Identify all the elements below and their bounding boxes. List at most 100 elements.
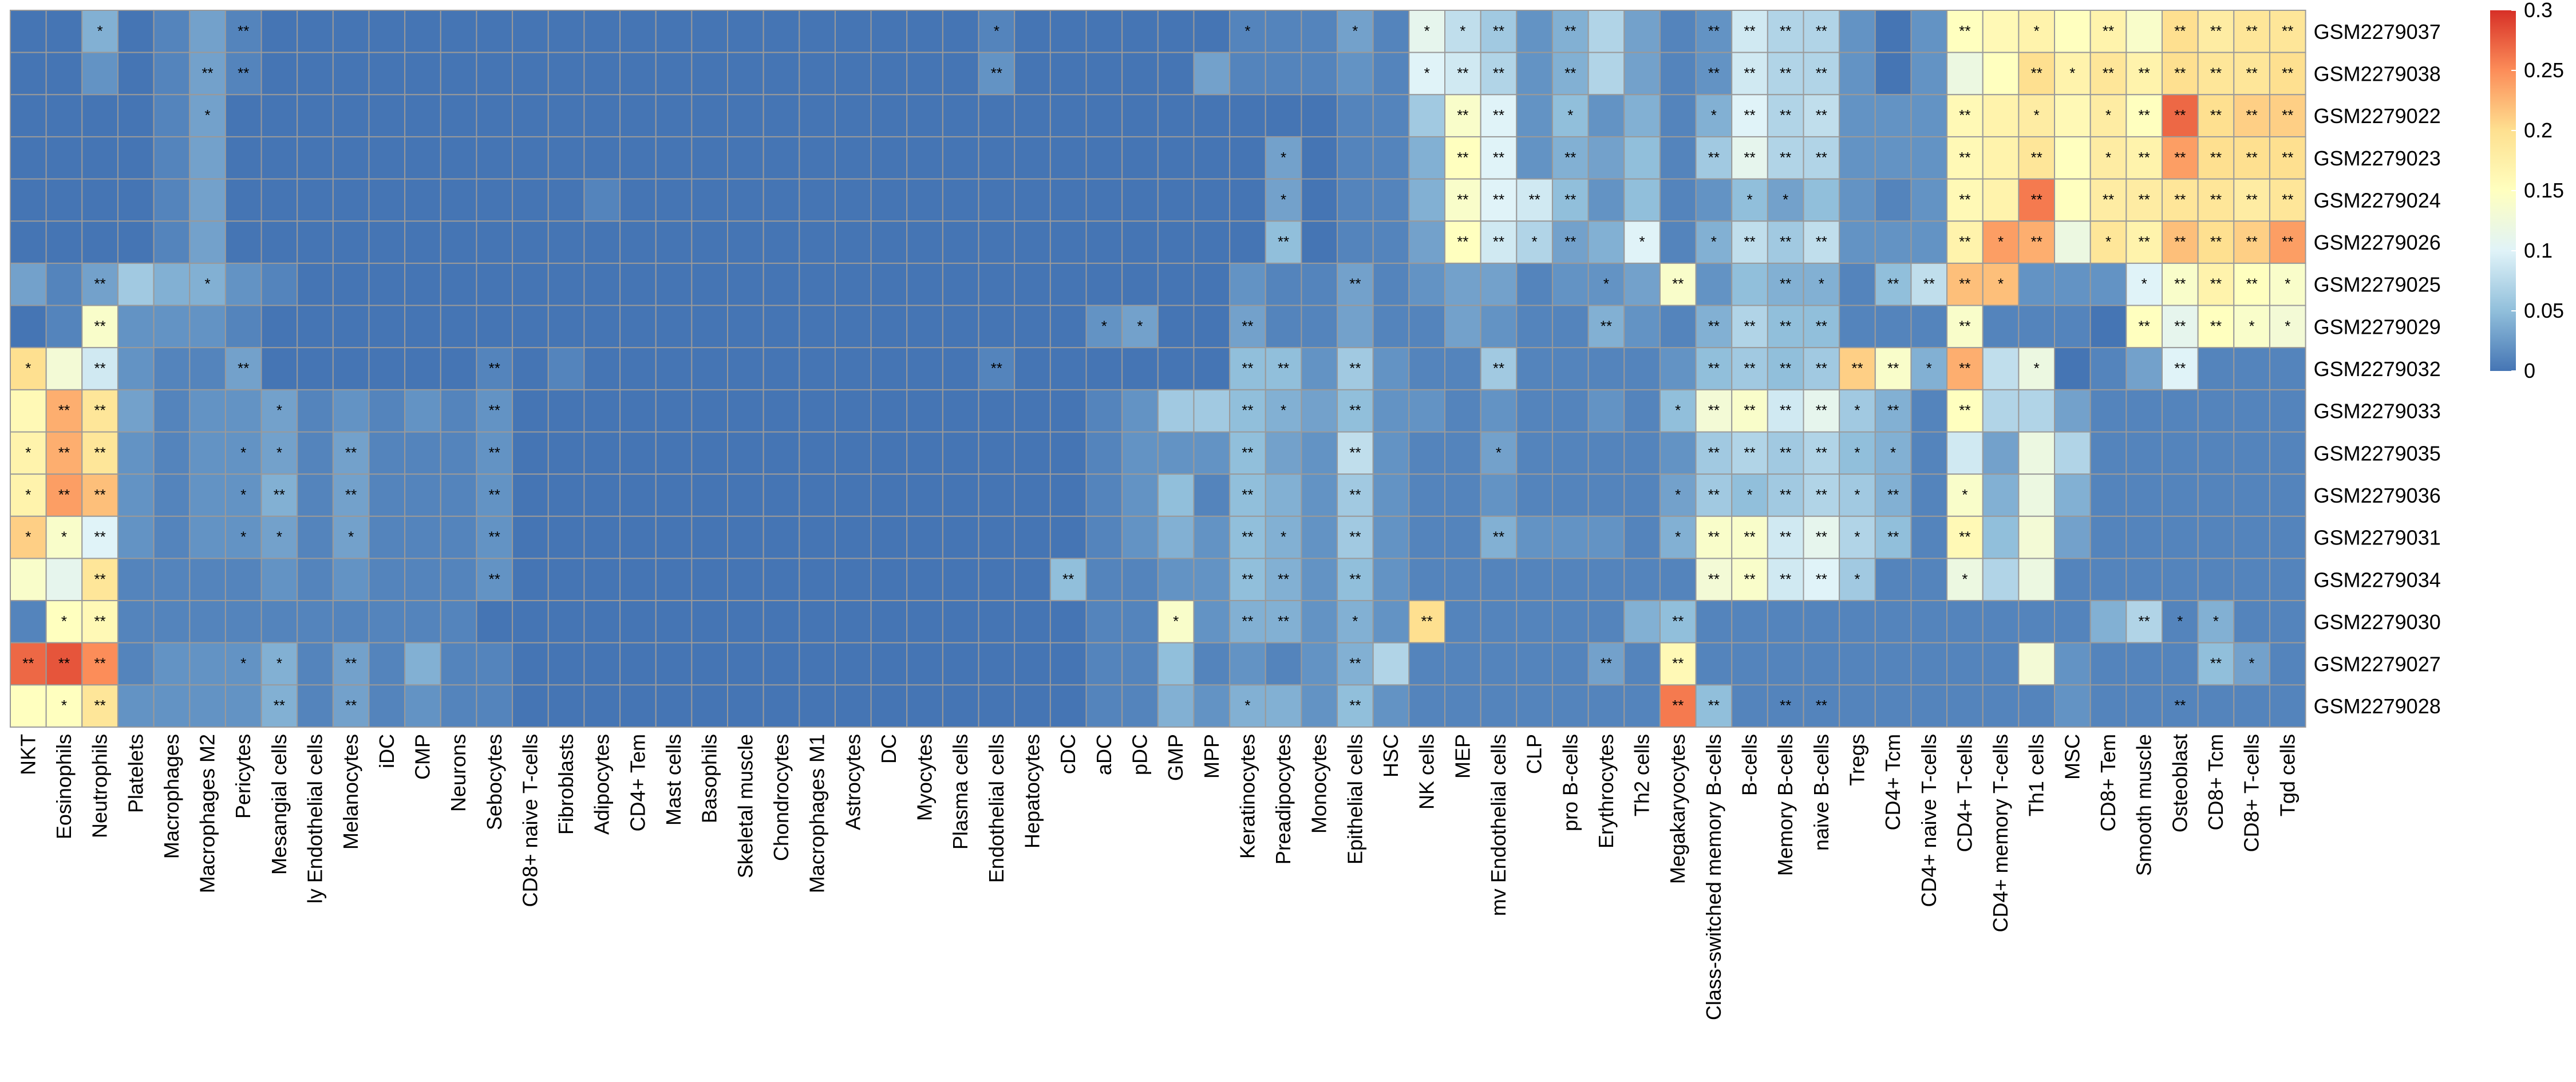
heatmap-cell (1049, 220, 1087, 264)
heatmap-cell (189, 473, 226, 517)
significance-star: ** (58, 402, 70, 419)
heatmap-cell (978, 262, 1016, 306)
heatmap-cell (189, 389, 226, 433)
heatmap-cell (1121, 305, 1159, 349)
heatmap-cell (2054, 52, 2091, 96)
heatmap-cell (799, 94, 836, 137)
heatmap-cell (1874, 305, 1912, 349)
heatmap-cell (1157, 389, 1195, 433)
significance-star: * (2177, 613, 2183, 630)
significance-star: ** (1780, 697, 1791, 714)
significance-star: * (205, 275, 211, 293)
heatmap-cell (583, 10, 621, 53)
heatmap-cell (834, 262, 872, 306)
heatmap-cell (870, 52, 908, 96)
heatmap-cell (2269, 389, 2306, 433)
significance-star: ** (1887, 486, 1899, 503)
significance-star: * (1962, 486, 1967, 503)
heatmap-cell (45, 178, 83, 222)
heatmap-cell (1301, 136, 1338, 180)
heatmap-cell (727, 642, 764, 686)
heatmap-cell (440, 473, 477, 517)
heatmap-cell (1301, 684, 1338, 728)
heatmap-cell (1982, 178, 2020, 222)
heatmap-cell (1874, 642, 1912, 686)
heatmap-cell (2089, 684, 2127, 728)
heatmap-cell (1229, 220, 1266, 264)
heatmap-cell (1695, 10, 1733, 53)
heatmap-cell (1049, 52, 1087, 96)
heatmap-cell (583, 515, 621, 559)
heatmap-cell (619, 10, 657, 53)
heatmap-cell (1229, 136, 1266, 180)
heatmap-cell (1121, 347, 1159, 390)
heatmap-cell (2269, 10, 2306, 53)
heatmap-cell (583, 178, 621, 222)
significance-star: ** (1851, 360, 1863, 377)
column-label: Th1 cells (2025, 734, 2048, 816)
heatmap-cell (1014, 52, 1051, 96)
significance-star: ** (1887, 360, 1899, 377)
heatmap-cell (834, 515, 872, 559)
heatmap-cell (799, 600, 836, 643)
heatmap-cell (942, 10, 979, 53)
heatmap-cell (224, 305, 262, 349)
heatmap-cell (1587, 136, 1625, 180)
heatmap-cell (224, 558, 262, 602)
significance-star: ** (345, 655, 357, 672)
heatmap-cell (906, 305, 943, 349)
heatmap-cell (1731, 178, 1768, 222)
heatmap-cell (260, 10, 298, 53)
heatmap-cell (655, 684, 693, 728)
heatmap-cell (727, 10, 764, 53)
column-label: mv Endothelial cells (1487, 734, 1510, 916)
heatmap-cell (1623, 431, 1661, 475)
heatmap-cell (978, 389, 1016, 433)
heatmap-cell (1193, 600, 1231, 643)
significance-star: * (1101, 317, 1107, 334)
heatmap-cell (1014, 600, 1051, 643)
heatmap-cell (368, 10, 406, 53)
heatmap-cell (1587, 220, 1625, 264)
heatmap-cell (2089, 389, 2127, 433)
heatmap-cell (476, 305, 513, 349)
heatmap-cell (1731, 473, 1768, 517)
heatmap-cell (1085, 600, 1123, 643)
heatmap-cell (547, 220, 585, 264)
significance-star: ** (1780, 64, 1791, 81)
significance-star: ** (94, 613, 106, 630)
heatmap-cell (404, 305, 441, 349)
heatmap-cell (834, 558, 872, 602)
heatmap-cell (1839, 262, 1876, 306)
significance-star: ** (1278, 570, 1289, 587)
significance-star: ** (1959, 360, 1970, 377)
significance-star: ** (1744, 149, 1755, 166)
heatmap-cell (1014, 389, 1051, 433)
heatmap-cell (224, 684, 262, 728)
heatmap-cell (619, 305, 657, 349)
heatmap-cell (1874, 10, 1912, 53)
heatmap-cell (224, 347, 262, 390)
heatmap-cell (547, 305, 585, 349)
heatmap-cell (906, 600, 943, 643)
heatmap-cell (1337, 515, 1374, 559)
significance-star: ** (1493, 233, 1504, 250)
heatmap-cell (583, 347, 621, 390)
heatmap-cell (906, 94, 943, 137)
heatmap-cell (906, 136, 943, 180)
significance-star: ** (1744, 360, 1755, 377)
heatmap-cell (1982, 52, 2020, 96)
heatmap-cell (476, 389, 513, 433)
heatmap-cell (1623, 262, 1661, 306)
heatmap-cell (2269, 473, 2306, 517)
heatmap-cell (368, 600, 406, 643)
heatmap-cell (1372, 684, 1410, 728)
heatmap-cell (189, 305, 226, 349)
heatmap-cell (1587, 305, 1625, 349)
heatmap-cell (1731, 558, 1768, 602)
significance-star: ** (1242, 528, 1253, 546)
column-label: Mast cells (662, 734, 685, 826)
heatmap-cell (691, 473, 728, 517)
significance-star: ** (94, 486, 106, 503)
heatmap-cell (332, 684, 370, 728)
